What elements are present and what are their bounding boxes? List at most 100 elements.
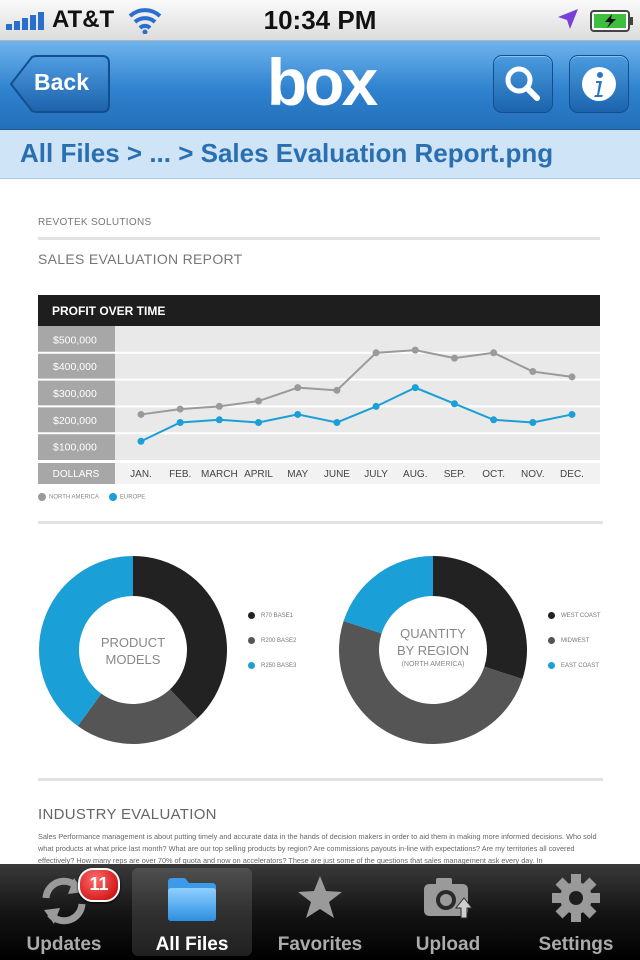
- y-tick-label: $400,000: [53, 361, 97, 373]
- axis-unit-label: DOLLARS: [53, 469, 100, 480]
- data-point: [372, 402, 380, 410]
- image-preview[interactable]: REVOTEK SOLUTIONS SALES EVALUATION REPOR…: [0, 179, 640, 864]
- chart-header: [38, 295, 600, 326]
- quantity-by-region-donut-chart: [339, 556, 527, 744]
- report-title: SALES EVALUATION REPORT: [38, 251, 243, 267]
- tab-label: All Files: [155, 934, 229, 955]
- data-point: [333, 418, 341, 426]
- product-models-legend: R70 BASE1 R200 BASE2 R250 BASE3: [248, 612, 296, 687]
- carrier-name: AT&T: [52, 6, 115, 33]
- data-point: [411, 384, 419, 392]
- data-point: [490, 349, 498, 357]
- breadcrumb-text[interactable]: All Files > ... > Sales Evaluation Repor…: [20, 138, 554, 168]
- data-point: [450, 354, 458, 362]
- company-name: REVOTEK SOLUTIONS: [38, 217, 152, 228]
- donut-center-label-line2: MODELS: [105, 652, 161, 667]
- tab-label: Upload: [415, 934, 481, 955]
- x-tick-label: DEC.: [560, 469, 584, 480]
- clock: 10:34 PM: [263, 5, 377, 35]
- industry-evaluation-text: Sales Performance management is about pu…: [38, 832, 597, 864]
- data-point: [568, 410, 576, 418]
- legend-item: WEST COAST: [548, 612, 601, 637]
- legend-swatch: [248, 612, 255, 619]
- quantity-by-region-label: QUANTITY BY REGION (NORTH AMERICA): [383, 625, 483, 671]
- signal-strength-icon: [6, 12, 44, 30]
- tab-label: Favorites: [277, 934, 363, 955]
- data-point: [215, 402, 223, 410]
- series-line: [140, 349, 573, 416]
- data-point: [215, 416, 223, 424]
- tab-all-files[interactable]: All Files: [132, 868, 252, 956]
- x-tick-label: JUNE: [324, 469, 350, 480]
- back-button-label: Back: [34, 69, 89, 95]
- legend-swatch: [548, 612, 555, 619]
- data-point: [294, 384, 302, 392]
- back-button[interactable]: Back: [10, 55, 110, 113]
- y-axis-panel: [38, 326, 115, 460]
- x-tick-label: FEB.: [169, 469, 191, 480]
- legend-swatch: [248, 662, 255, 669]
- data-point: [255, 418, 263, 426]
- donut-center-label-line1: QUANTITY: [400, 626, 466, 641]
- donut-center-label-line1: PRODUCT: [100, 635, 166, 650]
- donut-slice: [339, 620, 523, 744]
- gear-icon: [552, 874, 600, 922]
- legend-label: EAST COAST: [561, 663, 599, 670]
- tab-bar: 11 Updates All Files Favorites Upload: [0, 864, 640, 960]
- divider: [38, 778, 603, 781]
- data-point: [333, 386, 341, 394]
- data-point: [176, 418, 184, 426]
- plot-area: [115, 326, 600, 460]
- wifi-icon: [128, 8, 162, 34]
- legend-label: R70 BASE1: [261, 613, 294, 620]
- divider: [38, 521, 603, 524]
- legend-item: NORTH AMERICA: [38, 493, 99, 501]
- legend-item: R70 BASE1: [248, 612, 296, 637]
- data-point: [568, 373, 576, 381]
- legend-swatch: [548, 662, 555, 669]
- series-line: [140, 386, 573, 443]
- donut-center-sublabel: (NORTH AMERICA): [401, 661, 465, 668]
- x-tick-label: SEP.: [444, 469, 466, 480]
- x-tick-label: APRIL: [244, 469, 273, 480]
- tab-label: Updates: [26, 934, 102, 955]
- data-point: [490, 416, 498, 424]
- donut-slice: [433, 556, 527, 680]
- info-button[interactable]: [569, 55, 629, 113]
- data-point: [176, 405, 184, 413]
- data-point: [529, 418, 537, 426]
- legend-swatch: [108, 493, 117, 501]
- y-tick-label: $100,000: [53, 442, 97, 454]
- legend-label: R200 BASE2: [261, 638, 297, 645]
- legend-label: WEST COAST: [561, 613, 601, 620]
- legend-item: R200 BASE2: [248, 637, 296, 662]
- x-tick-label: MARCH: [201, 469, 238, 480]
- star-icon: [298, 876, 342, 918]
- donut-slice: [343, 556, 433, 634]
- legend-label: R250 BASE3: [261, 663, 297, 670]
- search-icon: [505, 66, 540, 101]
- data-point: [450, 400, 458, 408]
- data-point: [137, 437, 145, 445]
- updates-badge: 11: [78, 868, 120, 902]
- tab-settings[interactable]: Settings: [512, 864, 640, 960]
- tab-label: Settings: [538, 934, 614, 955]
- x-axis-band: [115, 463, 600, 484]
- breadcrumb[interactable]: All Files > ... > Sales Evaluation Repor…: [0, 130, 640, 179]
- info-icon: [582, 67, 616, 101]
- search-button[interactable]: [493, 55, 553, 113]
- donut-slice: [77, 689, 198, 744]
- tab-updates[interactable]: 11 Updates: [0, 864, 128, 960]
- legend-item: R250 BASE3: [248, 662, 296, 687]
- data-point: [294, 410, 302, 418]
- tab-favorites[interactable]: Favorites: [256, 864, 384, 960]
- legend-item: MIDWEST: [548, 637, 601, 662]
- donut-slice: [39, 556, 133, 727]
- x-tick-label: AUG.: [403, 469, 427, 480]
- donut-center-label-line2: BY REGION: [396, 643, 469, 658]
- legend-label: NORTH AMERICA: [49, 494, 99, 501]
- divider: [38, 237, 600, 240]
- tab-upload[interactable]: Upload: [384, 864, 512, 960]
- battery-icon: [590, 10, 633, 32]
- chart-title: PROFIT OVER TIME: [52, 304, 165, 318]
